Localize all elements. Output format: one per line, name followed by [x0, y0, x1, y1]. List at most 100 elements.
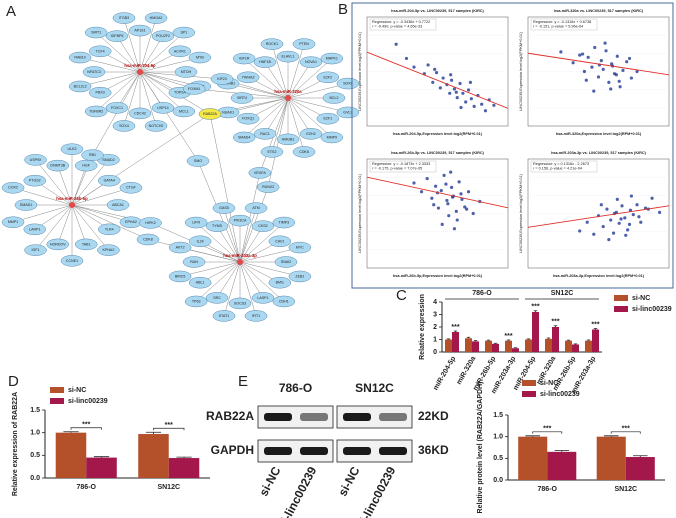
point: [463, 205, 467, 209]
points: [528, 41, 669, 93]
legend-swatch: [50, 387, 64, 393]
legend-label: si-linc00239: [68, 398, 108, 405]
node-label: HNF1B: [259, 60, 271, 64]
error-bar: [554, 450, 570, 452]
edge: [116, 36, 141, 73]
row-label: GAPDH: [211, 443, 254, 457]
node-label: LASP1: [257, 296, 268, 300]
point: [618, 85, 622, 89]
bar: [545, 338, 552, 352]
point: [603, 41, 607, 45]
error-bar: [566, 339, 571, 341]
legend-label: si-linc00239: [632, 306, 672, 313]
point: [599, 59, 603, 63]
node: [253, 128, 277, 140]
y-tick-label: 1.0: [493, 434, 503, 441]
point: [624, 233, 628, 237]
edge: [35, 204, 73, 251]
error-bar: [525, 435, 540, 437]
edge: [71, 113, 211, 206]
legend-text: Regression: y = -0.3436x + 0.7722: [372, 20, 430, 24]
band: [343, 447, 371, 455]
annotation: ***: [82, 422, 90, 429]
node: [98, 174, 121, 187]
node: [24, 154, 47, 166]
node: [112, 12, 136, 24]
node-label: PBX3: [96, 91, 105, 95]
node: [81, 149, 104, 161]
bracket: [153, 427, 185, 431]
point: [459, 192, 463, 196]
error-bar: [546, 337, 551, 339]
x-tick-label: SN12C: [157, 484, 180, 491]
y-tick-label: 0: [433, 349, 437, 356]
edge: [239, 226, 264, 263]
edge: [287, 58, 333, 99]
node-label: YWHAZ: [242, 75, 256, 79]
node-label: ACVR1: [174, 49, 186, 53]
node-label: CCNE1: [66, 259, 78, 263]
point: [593, 45, 597, 50]
legend-swatch: [614, 306, 628, 312]
edge: [287, 97, 333, 138]
node: [88, 45, 112, 57]
node: [244, 310, 268, 322]
node-label: LIFR: [192, 220, 200, 224]
hub: [237, 259, 243, 265]
x-axis-label: hsa-miR-204-5p,Expression level:log2(RPM…: [393, 132, 483, 136]
point: [635, 203, 639, 207]
node: [244, 202, 268, 214]
node: [322, 92, 346, 104]
bar: [485, 340, 492, 352]
lane-label: si-NC: [256, 464, 283, 499]
bar: [532, 312, 539, 352]
node: [174, 66, 198, 78]
point: [445, 198, 449, 203]
node: [23, 223, 46, 236]
legend-label: si-NC: [540, 380, 558, 387]
node-label: HMGA2: [150, 16, 163, 20]
point: [394, 42, 398, 46]
bracket: [532, 431, 563, 434]
edge: [271, 44, 289, 99]
node: [128, 107, 152, 120]
node-label: CTGF: [126, 186, 137, 190]
points: [367, 170, 508, 231]
node-label: HORDOV: [50, 242, 66, 246]
node: [251, 220, 275, 232]
point: [599, 203, 603, 207]
node-label: AKT2: [176, 246, 185, 250]
point: [601, 224, 605, 229]
node: [98, 223, 121, 236]
node-label: ELAVL1: [282, 55, 295, 59]
lane-label: si-NC: [335, 464, 362, 499]
error-bar: [573, 343, 578, 345]
bar: [168, 458, 200, 478]
annotation: ***: [531, 304, 539, 311]
point: [458, 81, 462, 86]
edge: [239, 261, 264, 298]
node: [82, 66, 106, 78]
node-label: EZH2: [306, 132, 315, 136]
node: [316, 112, 340, 125]
panel-letter: E: [238, 373, 248, 390]
node-label: HIPK2: [145, 221, 155, 225]
point: [571, 61, 575, 65]
point: [439, 189, 443, 193]
node-label: FOXQ1: [242, 117, 254, 121]
edge: [271, 97, 289, 152]
x-tick-label: miR-204-5p: [432, 355, 457, 391]
point: [617, 79, 621, 83]
point: [582, 69, 587, 74]
point: [472, 104, 476, 108]
edge: [239, 261, 257, 316]
node: [84, 105, 108, 118]
error-bar: [93, 456, 110, 458]
node: [172, 105, 196, 118]
x-axis-label: hsa-miR-203a-3p,Expression level:log2(RP…: [553, 274, 645, 278]
hub-label: hsa-miR-203a-3p: [223, 253, 257, 258]
node: [260, 146, 284, 158]
node: [24, 244, 47, 256]
node-label: TP63: [192, 299, 201, 303]
